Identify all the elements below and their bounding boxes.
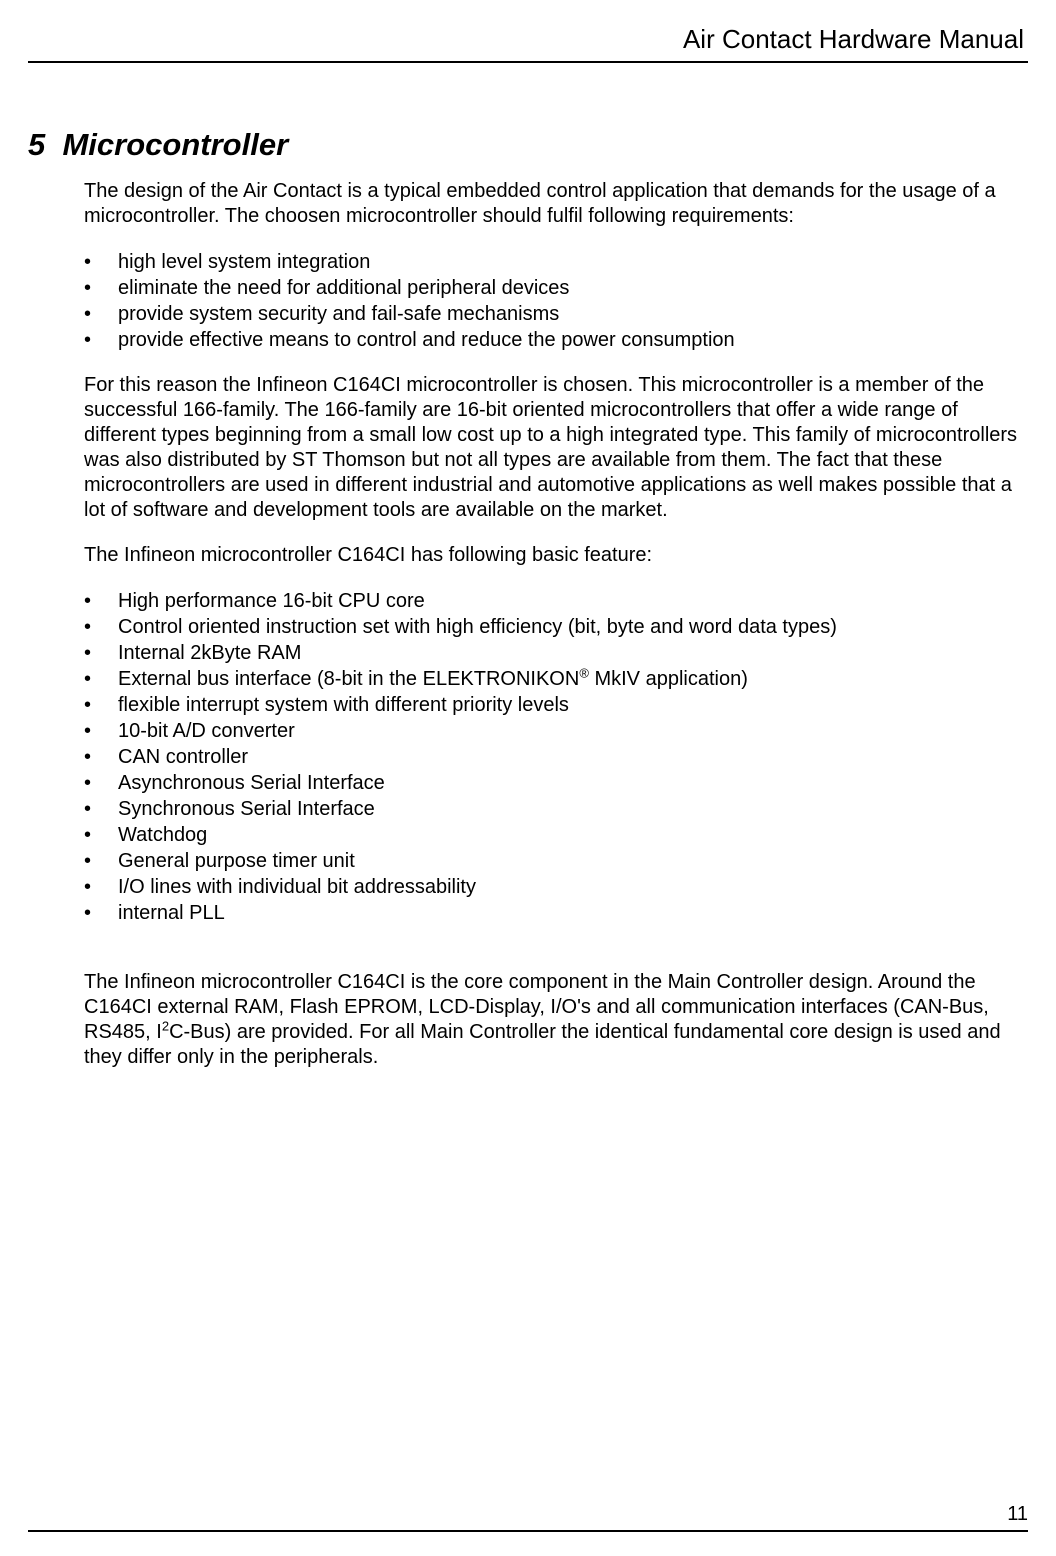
list-item: External bus interface (8-bit in the ELE… bbox=[84, 666, 1024, 692]
para4-sup: 2 bbox=[162, 1018, 169, 1033]
intro-paragraph: The design of the Air Contact is a typic… bbox=[84, 179, 1024, 229]
registered-symbol: ® bbox=[579, 665, 589, 680]
features-list: High performance 16-bit CPU core Control… bbox=[84, 588, 1024, 926]
list-item: provide effective means to control and r… bbox=[84, 327, 1024, 353]
header-title: Air Contact Hardware Manual bbox=[28, 24, 1028, 61]
page-footer: 11 bbox=[28, 1503, 1028, 1532]
page-number: 11 bbox=[28, 1503, 1028, 1526]
feature-text-pre: External bus interface (8-bit in the ELE… bbox=[118, 668, 579, 690]
header-rule bbox=[28, 61, 1028, 63]
list-item: Control oriented instruction set with hi… bbox=[84, 614, 1024, 640]
footer-rule bbox=[28, 1530, 1028, 1532]
section-title: Microcontroller bbox=[62, 127, 288, 162]
list-item: I/O lines with individual bit addressabi… bbox=[84, 874, 1024, 900]
list-item: eliminate the need for additional periph… bbox=[84, 275, 1024, 301]
list-item: Synchronous Serial Interface bbox=[84, 796, 1024, 822]
list-item: high level system integration bbox=[84, 249, 1024, 275]
list-item: Internal 2kByte RAM bbox=[84, 640, 1024, 666]
list-item: internal PLL bbox=[84, 900, 1024, 926]
core-component-paragraph: The Infineon microcontroller C164CI is t… bbox=[84, 970, 1024, 1070]
section-heading: 5 Microcontroller bbox=[28, 127, 1028, 163]
feature-text-post: MkIV application) bbox=[589, 668, 748, 690]
list-item: flexible interrupt system with different… bbox=[84, 692, 1024, 718]
reason-paragraph: For this reason the Infineon C164CI micr… bbox=[84, 373, 1024, 523]
section-number: 5 bbox=[28, 127, 45, 162]
content-block: The design of the Air Contact is a typic… bbox=[84, 179, 1024, 1070]
para4-post: C-Bus) are provided. For all Main Contro… bbox=[84, 1021, 1001, 1068]
list-item: provide system security and fail-safe me… bbox=[84, 301, 1024, 327]
list-item: General purpose timer unit bbox=[84, 848, 1024, 874]
list-item: CAN controller bbox=[84, 744, 1024, 770]
features-intro-paragraph: The Infineon microcontroller C164CI has … bbox=[84, 543, 1024, 568]
list-item: Asynchronous Serial Interface bbox=[84, 770, 1024, 796]
list-item: High performance 16-bit CPU core bbox=[84, 588, 1024, 614]
list-item: 10-bit A/D converter bbox=[84, 718, 1024, 744]
requirements-list: high level system integration eliminate … bbox=[84, 249, 1024, 353]
list-item: Watchdog bbox=[84, 822, 1024, 848]
